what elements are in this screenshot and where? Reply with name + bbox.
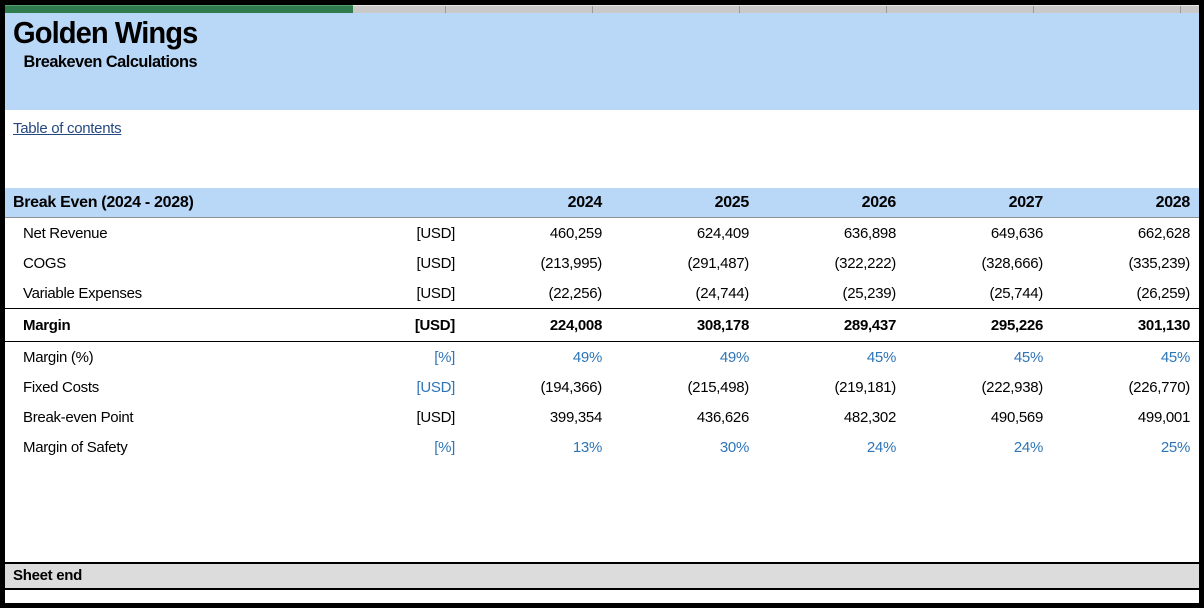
row-label: Variable Expenses [23, 284, 142, 302]
value-cell: 301,130 [1137, 316, 1190, 334]
value-cell: 499,001 [1137, 408, 1190, 426]
sheet-end-row: Sheet end [5, 562, 1199, 590]
sheet-subtitle: Breakeven Calculations [23, 52, 198, 71]
column-tick [592, 6, 593, 13]
year-header: 2026 [861, 193, 897, 211]
sheet-title: Golden Wings [13, 15, 198, 50]
value-cell: 45% [866, 348, 896, 366]
row-label: COGS [23, 254, 66, 272]
column-tick [739, 6, 740, 13]
value-cell: 649,636 [990, 224, 1043, 242]
bottom-blank-row [5, 590, 1199, 603]
year-header: 2028 [1155, 193, 1191, 211]
value-cell: (222,938) [981, 378, 1043, 396]
value-cell: 624,409 [696, 224, 749, 242]
table-title: Break Even (2024 - 2028) [13, 193, 194, 211]
column-tick [1033, 6, 1034, 13]
top-cell-strip [5, 5, 1199, 13]
value-cell: (226,770) [1128, 378, 1190, 396]
column-tick [1180, 6, 1181, 13]
value-cell: 482,302 [843, 408, 896, 426]
value-cell: 30% [719, 438, 749, 456]
value-cell: (26,259) [1136, 284, 1191, 302]
row-label: Margin [23, 316, 71, 334]
value-cell: 25% [1160, 438, 1190, 456]
unit-label: [USD] [414, 316, 455, 334]
table-row-variable-expenses: Variable Expenses [USD] (22,256) (24,744… [5, 278, 1199, 308]
table-header-row: Break Even (2024 - 2028) 2024 2025 2026 … [5, 188, 1199, 218]
row-label: Margin (%) [23, 348, 94, 366]
table-row-net-revenue: Net Revenue [USD] 460,259 624,409 636,89… [5, 218, 1199, 248]
table-row-cogs: COGS [USD] (213,995) (291,487) (322,222)… [5, 248, 1199, 278]
title-banner: Golden Wings Breakeven Calculations [5, 13, 1199, 110]
row-label: Margin of Safety [23, 438, 128, 456]
row-label: Break-even Point [23, 408, 134, 426]
value-cell: 399,354 [549, 408, 602, 426]
column-tick [445, 6, 446, 13]
table-row-fixed-costs: Fixed Costs [USD] (194,366) (215,498) (2… [5, 372, 1199, 402]
value-cell: 460,259 [549, 224, 602, 242]
value-cell: (335,239) [1128, 254, 1190, 272]
value-cell: 24% [1013, 438, 1043, 456]
empty-area [5, 462, 1199, 562]
unit-label: [USD] [416, 254, 455, 272]
value-cell: 224,008 [549, 316, 602, 334]
value-cell: 662,628 [1137, 224, 1190, 242]
unit-label: [USD] [416, 378, 455, 396]
top-gray-bar [353, 5, 1199, 13]
year-header: 2024 [567, 193, 603, 211]
value-cell: 490,569 [990, 408, 1043, 426]
top-green-bar [5, 5, 353, 13]
year-header: 2025 [714, 193, 750, 211]
table-of-contents-link[interactable]: Table of contents [13, 120, 122, 137]
row-label: Fixed Costs [23, 378, 99, 396]
table-row-margin-pct: Margin (%) [%] 49% 49% 45% 45% 45% [5, 342, 1199, 372]
value-cell: 13% [572, 438, 602, 456]
value-cell: (22,256) [548, 284, 603, 302]
value-cell: 436,626 [696, 408, 749, 426]
value-cell: 308,178 [696, 316, 749, 334]
unit-label: [USD] [416, 224, 455, 242]
value-cell: (215,498) [687, 378, 749, 396]
value-cell: (322,222) [834, 254, 896, 272]
table-row-breakeven-point: Break-even Point [USD] 399,354 436,626 4… [5, 402, 1199, 432]
breakeven-table: Break Even (2024 - 2028) 2024 2025 2026 … [5, 188, 1199, 462]
value-cell: 45% [1013, 348, 1043, 366]
unit-label: [%] [434, 348, 455, 366]
value-cell: (219,181) [834, 378, 896, 396]
unit-label: [USD] [416, 408, 455, 426]
value-cell: (25,239) [842, 284, 897, 302]
value-cell: 289,437 [843, 316, 896, 334]
value-cell: (24,744) [695, 284, 750, 302]
column-tick [886, 6, 887, 13]
value-cell: 24% [866, 438, 896, 456]
value-cell: (194,366) [540, 378, 602, 396]
value-cell: (25,744) [989, 284, 1044, 302]
value-cell: 45% [1160, 348, 1190, 366]
value-cell: (291,487) [687, 254, 749, 272]
value-cell: 295,226 [990, 316, 1043, 334]
value-cell: 49% [572, 348, 602, 366]
value-cell: 49% [719, 348, 749, 366]
table-row-margin: Margin [USD] 224,008 308,178 289,437 295… [5, 308, 1199, 342]
row-label: Net Revenue [23, 224, 108, 242]
value-cell: (213,995) [540, 254, 602, 272]
value-cell: 636,898 [843, 224, 896, 242]
unit-label: [USD] [416, 284, 455, 302]
year-header: 2027 [1008, 193, 1044, 211]
unit-label: [%] [434, 438, 455, 456]
value-cell: (328,666) [981, 254, 1043, 272]
table-row-margin-of-safety: Margin of Safety [%] 13% 30% 24% 24% 25% [5, 432, 1199, 462]
